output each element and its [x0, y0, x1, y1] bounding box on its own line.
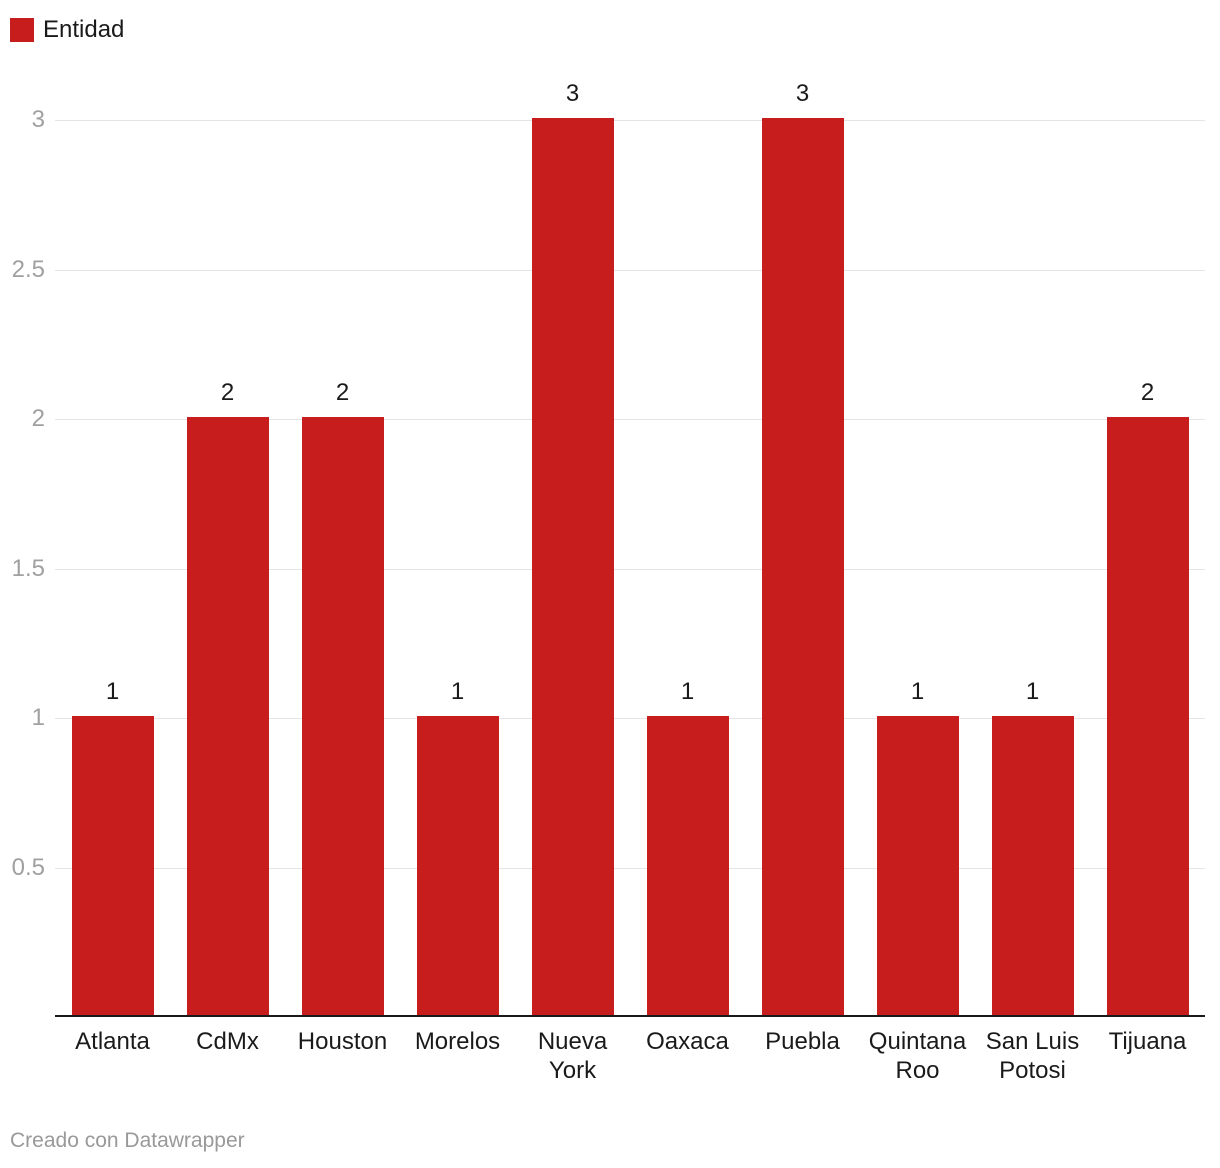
x-axis-category-label: Tijuana — [1108, 1028, 1187, 1055]
bar-oaxaca[interactable] — [646, 716, 729, 1015]
bar-slot: 2 — [1090, 120, 1205, 1015]
x-axis-label-slot: San Luis Potosi — [975, 1028, 1090, 1086]
gridline — [55, 867, 1205, 869]
bars-row: 1 2 2 1 3 1 3 1 1 2 — [55, 82, 1205, 1015]
y-axis-tick-label: 2 — [31, 405, 45, 432]
x-axis-category-label: Puebla — [765, 1028, 840, 1055]
x-axis-label-slot: Oaxaca — [630, 1028, 745, 1086]
x-axis-label-slot: Morelos — [400, 1028, 515, 1086]
bar-tijuana[interactable] — [1106, 417, 1189, 1015]
bar-atlanta[interactable] — [71, 716, 154, 1015]
x-axis-category-label: Quintana Roo — [868, 1028, 967, 1084]
x-axis-category-label: San Luis Potosi — [985, 1028, 1080, 1084]
gridline — [55, 568, 1205, 570]
bar-value-label: 1 — [1025, 678, 1040, 705]
y-axis-tick-label: 3 — [31, 106, 45, 133]
x-axis-category-label: Oaxaca — [646, 1028, 729, 1055]
plot-area: 1 2 2 1 3 1 3 1 1 2 0.5 1 1.5 2 2.5 3 — [12, 82, 1205, 1017]
bar-puebla[interactable] — [761, 118, 844, 1015]
bar-slot: 3 — [745, 82, 860, 1015]
x-axis-category-label: Atlanta — [75, 1028, 150, 1055]
x-axis-label-slot: Atlanta — [55, 1028, 170, 1086]
bar-cdmx[interactable] — [186, 417, 269, 1015]
x-axis-category-label: Houston — [297, 1028, 388, 1055]
legend-label: Entidad — [43, 16, 125, 43]
bar-slot: 3 — [515, 82, 630, 1015]
bar-slot: 2 — [170, 120, 285, 1015]
x-axis-labels: Atlanta CdMx Houston Morelos Nueva York Oaxac… — [55, 1028, 1205, 1086]
legend-color-swatch — [10, 18, 34, 42]
gridline — [55, 269, 1205, 271]
y-axis-tick-label: 1.5 — [11, 554, 45, 582]
gridline — [55, 120, 1205, 121]
x-axis-label-slot: Nueva York — [515, 1028, 630, 1086]
bar-value-label: 3 — [565, 80, 580, 107]
bar-value-label: 2 — [1140, 379, 1155, 406]
x-axis-label-slot: Houston — [285, 1028, 400, 1086]
bar-value-label: 2 — [335, 379, 350, 406]
bar-slot: 1 — [55, 120, 170, 1015]
bar-value-label: 1 — [680, 678, 695, 705]
bar-slot: 1 — [630, 120, 745, 1015]
bar-morelos[interactable] — [416, 716, 499, 1015]
bar-value-label: 1 — [910, 678, 925, 705]
bar-quintana-roo[interactable] — [876, 716, 959, 1015]
bar-value-label: 1 — [450, 678, 465, 705]
legend: Entidad — [10, 16, 124, 44]
x-axis-category-label: Morelos — [414, 1028, 501, 1055]
bar-slot: 1 — [975, 120, 1090, 1015]
bar-slot: 1 — [400, 120, 515, 1015]
bar-san-luis-potosi[interactable] — [991, 716, 1074, 1015]
y-axis-tick-label: 0.5 — [11, 853, 45, 881]
bar-slot: 1 — [860, 120, 975, 1015]
bar-nueva-york[interactable] — [531, 118, 614, 1015]
x-axis-label-slot: Puebla — [745, 1028, 860, 1086]
gridline — [55, 718, 1205, 719]
y-axis-tick-label: 1 — [31, 704, 45, 731]
y-axis-tick-label: 2.5 — [11, 255, 45, 283]
bar-value-label: 2 — [220, 379, 235, 406]
x-axis-category-label: CdMx — [196, 1028, 259, 1055]
bar-houston[interactable] — [301, 417, 384, 1015]
x-axis-label-slot: CdMx — [170, 1028, 285, 1086]
gridline — [55, 419, 1205, 420]
x-axis-category-label: Nueva York — [537, 1028, 608, 1084]
x-axis-label-slot: Quintana Roo — [860, 1028, 975, 1086]
bar-slot: 2 — [285, 120, 400, 1015]
x-axis-label-slot: Tijuana — [1090, 1028, 1205, 1086]
attribution-link[interactable]: Creado con Datawrapper — [10, 1129, 245, 1152]
bar-value-label: 3 — [795, 80, 810, 107]
bar-value-label: 1 — [105, 678, 120, 705]
